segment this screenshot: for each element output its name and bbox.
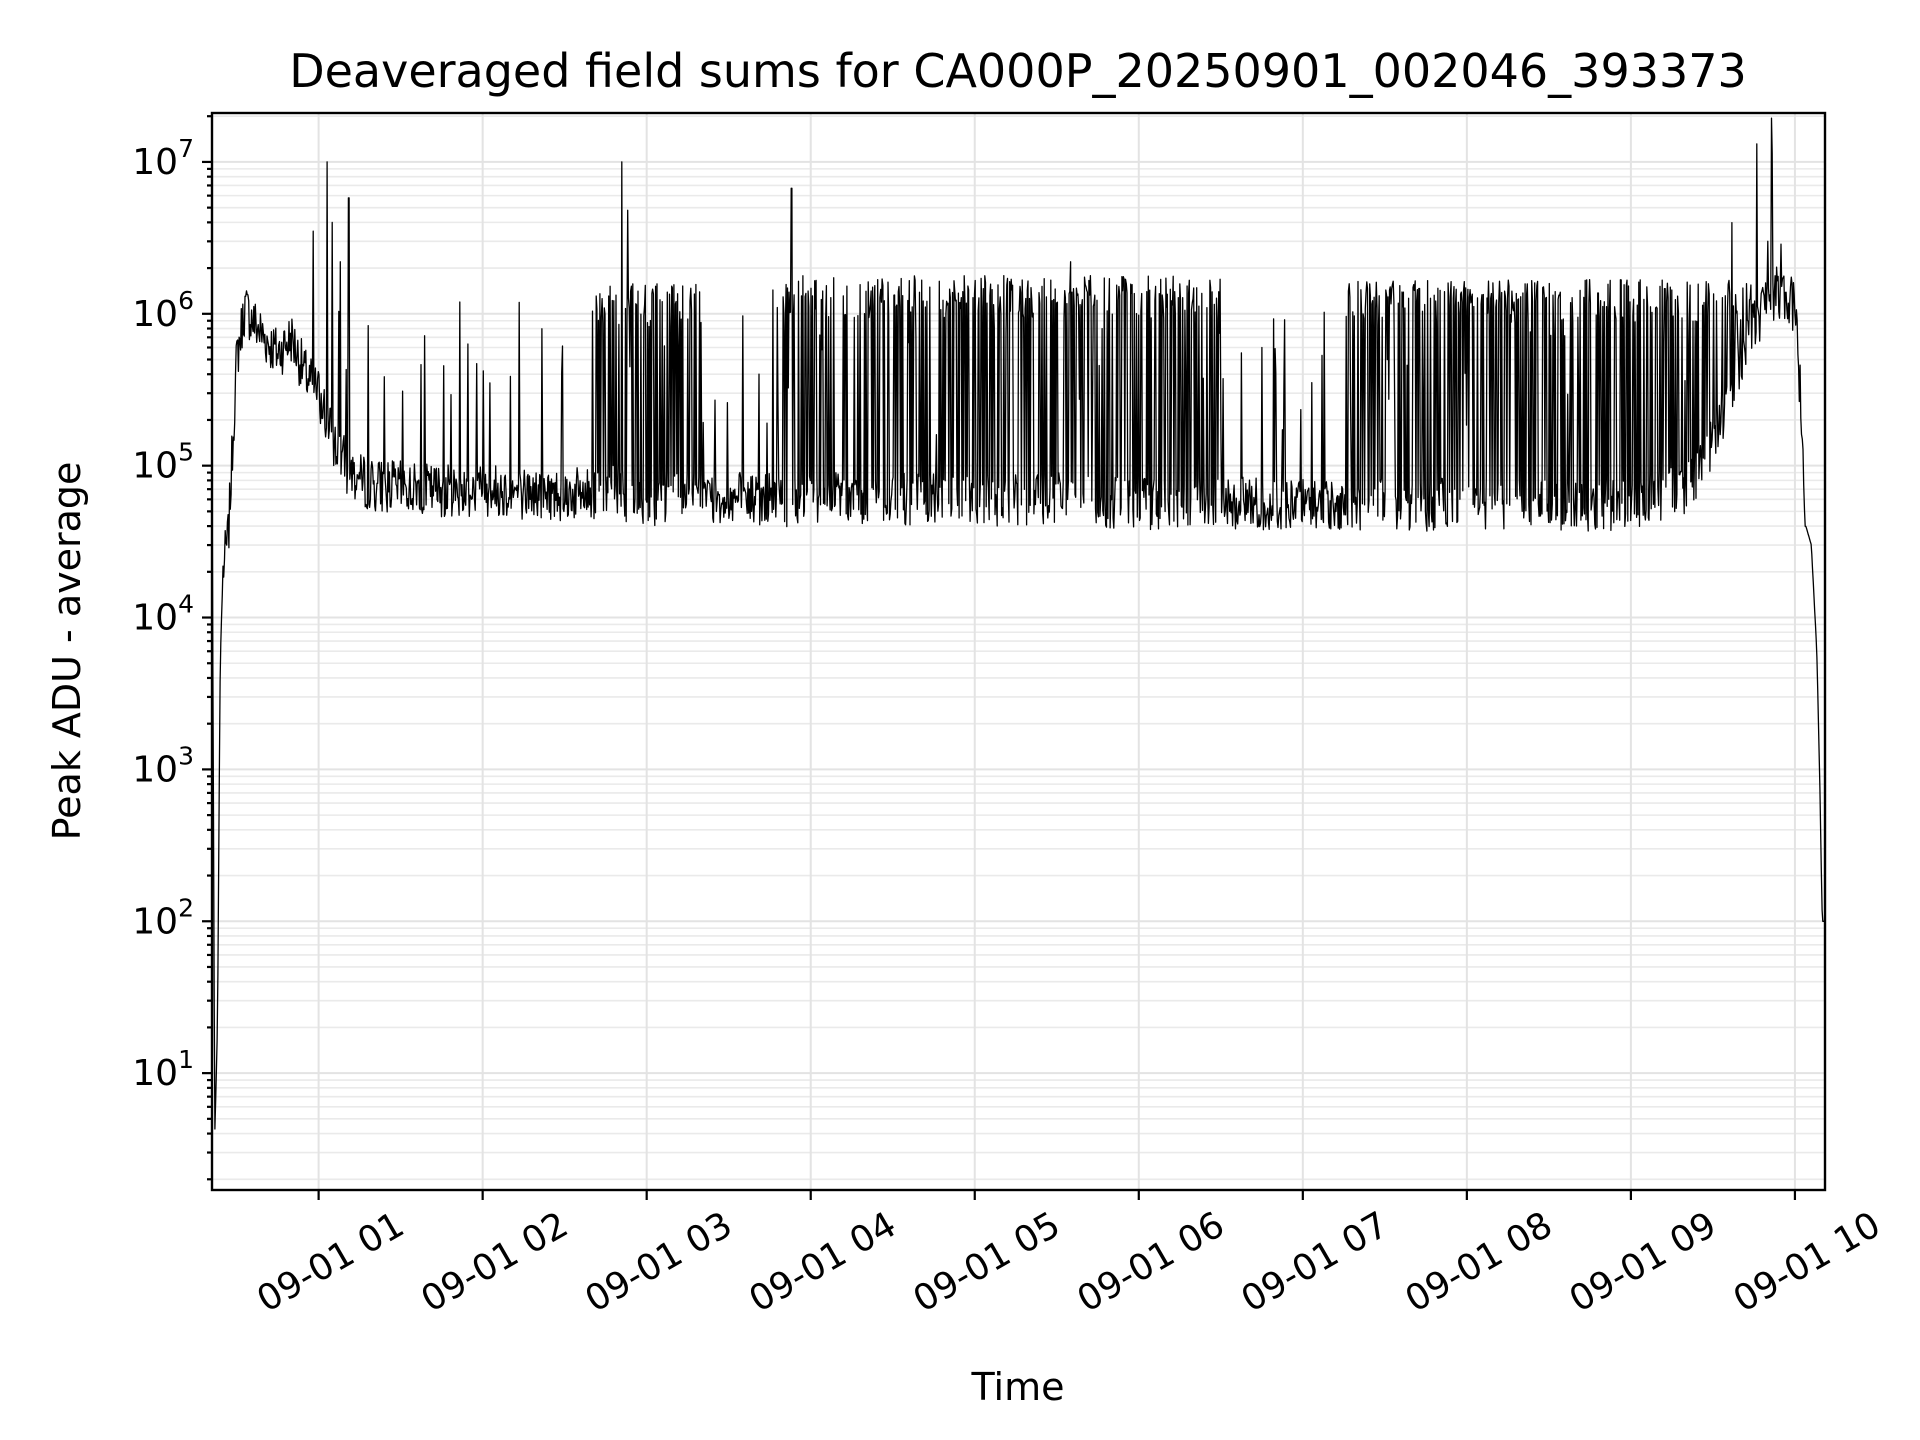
- chart-title: Deaveraged field sums for CA000P_2025090…: [289, 44, 1747, 98]
- y-tick-label: 101: [132, 1045, 194, 1094]
- series-layer: [211, 117, 1825, 1130]
- series-line: [211, 117, 1825, 1130]
- y-tick-label: 103: [132, 741, 194, 790]
- x-tick-label: 09-01 03: [579, 1204, 740, 1320]
- x-tick-label: 09-01 02: [414, 1204, 575, 1320]
- x-tick-label: 09-01 10: [1727, 1204, 1888, 1320]
- y-tick-label: 104: [132, 590, 194, 639]
- y-tick-label: 105: [132, 438, 194, 487]
- y-tick-label: 107: [132, 134, 194, 183]
- y-axis-label: Peak ADU - average: [45, 462, 89, 841]
- x-axis-label: Time: [971, 1365, 1065, 1409]
- y-tick-label: 106: [132, 286, 194, 335]
- x-tick-label: 09-01 08: [1399, 1204, 1560, 1320]
- grid-layer: [212, 113, 1825, 1190]
- y-tick-label: 102: [132, 893, 194, 942]
- x-tick-label: 09-01 04: [743, 1204, 904, 1320]
- x-tick-label: 09-01 06: [1071, 1204, 1232, 1320]
- x-tick-label: 09-01 05: [907, 1204, 1068, 1320]
- x-tick-label: 09-01 09: [1563, 1204, 1724, 1320]
- x-tick-label: 09-01 01: [250, 1204, 411, 1320]
- x-tick-label: 09-01 07: [1235, 1204, 1396, 1320]
